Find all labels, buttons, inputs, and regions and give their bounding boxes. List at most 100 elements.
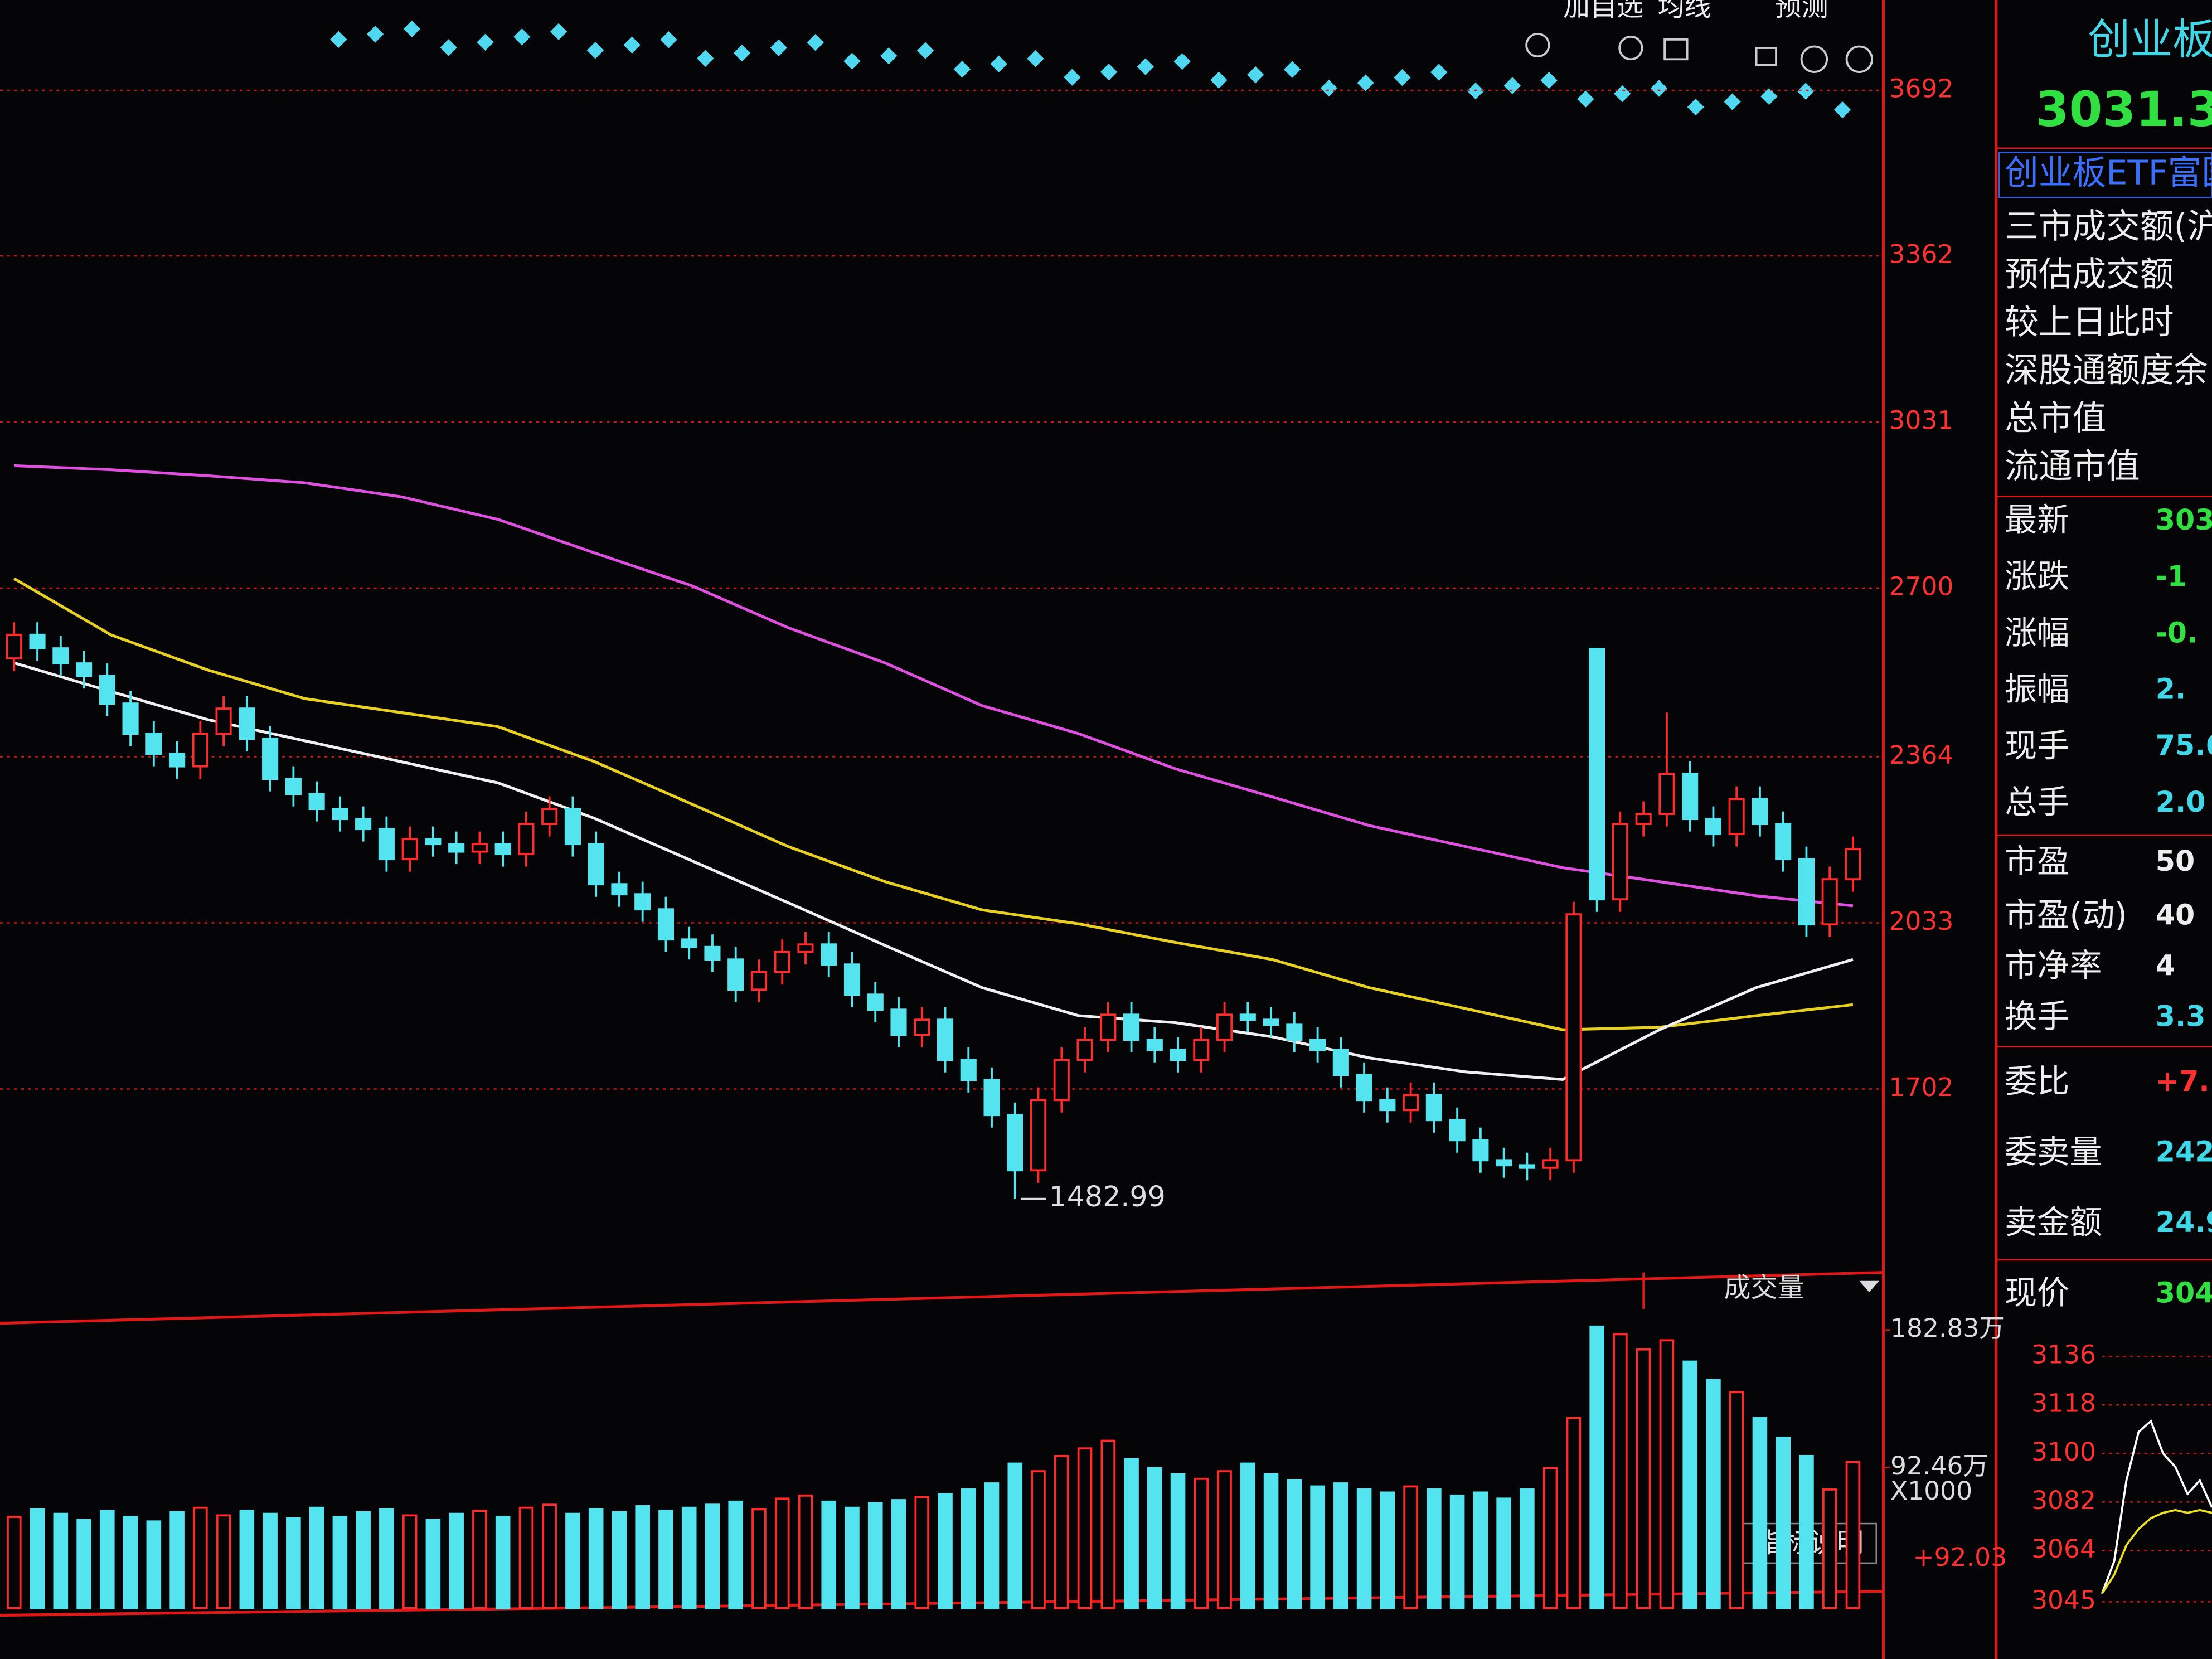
volume-bar — [1799, 1454, 1814, 1609]
candle-body — [448, 843, 465, 853]
candle-body — [1589, 648, 1605, 901]
dropdown-arrow — [1859, 1280, 1879, 1293]
candle-body — [1565, 913, 1582, 1162]
signal-marker — [1137, 58, 1154, 75]
candle-body — [1496, 1159, 1512, 1167]
fund-box — [1998, 152, 2212, 198]
toolbar-item[interactable]: 加自选 — [1563, 0, 1643, 22]
candle-body — [1449, 1119, 1466, 1142]
y-tick-label: 3045 — [2031, 1585, 2096, 1615]
candle-body — [308, 793, 325, 811]
candle-body — [1263, 1018, 1279, 1026]
info-label: 三市成交额(沪 — [2005, 207, 2212, 246]
fund-name[interactable]: 创业板ETF富国 — [2005, 153, 2212, 192]
stat-label: 委卖量 — [2005, 1133, 2102, 1171]
stat-value: 40 — [2156, 898, 2195, 931]
candle-body — [1309, 1039, 1326, 1051]
candle-body — [1775, 823, 1792, 861]
volume-bar — [332, 1516, 348, 1609]
signal-marker — [1173, 52, 1191, 70]
volume-bar — [1263, 1473, 1279, 1609]
y-tick-label: 2033 — [1889, 906, 1953, 936]
volume-bar — [1240, 1462, 1255, 1609]
icon — [1525, 32, 1550, 58]
toolbar-item[interactable]: 均线 — [1657, 0, 1711, 22]
stat-value: +7. — [2156, 1065, 2210, 1098]
candle-body — [774, 950, 790, 973]
volume-bar — [1287, 1479, 1302, 1609]
toolbar-icons — [1525, 32, 1874, 73]
moving-average — [13, 577, 1854, 1031]
candle-body — [1542, 1159, 1559, 1169]
candle-body — [611, 883, 628, 896]
candle-body — [1123, 1013, 1140, 1041]
change-label: +92.03 — [1913, 1542, 2007, 1572]
stat-label: 最新 — [2005, 501, 2069, 539]
candle-body — [76, 662, 93, 677]
candle-body — [867, 993, 884, 1011]
candle-body — [355, 818, 372, 831]
signal-marker — [366, 26, 384, 43]
candle-body — [471, 843, 488, 853]
volume-bar — [728, 1500, 743, 1609]
volume-bar — [845, 1506, 860, 1609]
stat-value: 50 — [2156, 845, 2195, 877]
signal-marker — [1650, 80, 1668, 97]
volume-bar — [938, 1493, 953, 1609]
toolbar-item[interactable]: 预测 — [1775, 0, 1828, 22]
volume-bar — [286, 1517, 301, 1609]
candle-body — [518, 823, 535, 856]
candle-body — [1472, 1139, 1489, 1162]
y-tick-label: 2364 — [1889, 740, 1953, 770]
candle-body — [1845, 848, 1861, 881]
volume-bar — [1427, 1488, 1442, 1609]
volume-bar — [1706, 1379, 1721, 1609]
volume-bar — [169, 1511, 185, 1609]
candle-body — [1053, 1059, 1070, 1102]
index-name: 创业板 — [2088, 15, 2212, 64]
volume-bar — [658, 1510, 673, 1609]
candle-body — [1403, 1094, 1419, 1112]
stat-label: 涨跌 — [2005, 557, 2069, 595]
info-label: 总市值 — [2005, 399, 2106, 438]
candle-body — [1752, 798, 1768, 826]
y-tick-label: 3100 — [2031, 1437, 2096, 1467]
stat-label: 现价 — [2005, 1274, 2069, 1312]
stat-value: 304 — [2156, 1277, 2212, 1309]
candle-body — [239, 707, 255, 740]
volume-bar — [449, 1512, 464, 1609]
signal-marker — [880, 47, 898, 65]
candle-body — [634, 893, 651, 911]
candle-body — [843, 963, 861, 996]
stat-value: 75.6 — [2156, 729, 2212, 762]
stat-value: 2. — [2156, 673, 2186, 706]
panel-divider — [0, 1271, 1884, 1325]
volume-bar — [821, 1500, 837, 1609]
signal-marker — [660, 31, 677, 48]
y-tick-label: 3362 — [1889, 240, 1953, 269]
volume-bar — [984, 1482, 1000, 1609]
candle-body — [1332, 1049, 1349, 1076]
volume-bar — [1520, 1488, 1535, 1609]
candle-body — [52, 647, 69, 664]
stat-label: 现手 — [2005, 726, 2069, 764]
volume-bar — [216, 1514, 231, 1609]
scale-label: X1000 — [1890, 1476, 1972, 1506]
candle-body — [1728, 798, 1745, 836]
volume-bar — [1613, 1333, 1628, 1609]
y-tick-label: 3031 — [1889, 406, 1953, 435]
volume-bar — [263, 1512, 278, 1609]
volume-bar — [1845, 1461, 1861, 1609]
candle-body — [1635, 813, 1652, 826]
stat-label: 市净率 — [2005, 947, 2102, 984]
volume-bar — [239, 1510, 255, 1609]
volume-bar — [705, 1503, 720, 1609]
volume-bar — [146, 1520, 162, 1609]
volume-title[interactable]: 成交量 — [1724, 1272, 1804, 1303]
y-tick-label: 182.83万 — [1890, 1313, 2005, 1343]
icon — [1845, 45, 1874, 73]
signal-marker — [1833, 101, 1851, 119]
stat-value: 3031 — [2156, 503, 2212, 536]
